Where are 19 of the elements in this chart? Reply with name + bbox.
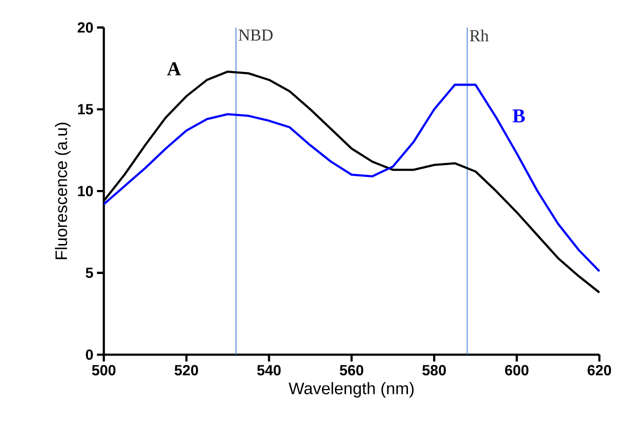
y-tick-label: 15 (78, 104, 94, 114)
x-tick-label: 540 (257, 364, 281, 376)
annotation: A (167, 62, 181, 76)
y-tick-label: 5 (86, 268, 94, 278)
x-tick-label: 500 (92, 364, 116, 376)
ref-line-label: NBD (238, 30, 273, 41)
annotation: B (512, 109, 525, 122)
line-series (102, 84, 600, 272)
y-tick-label: 0 (86, 349, 93, 360)
x-tick-label: 600 (505, 364, 528, 376)
y-tick-label: 20 (78, 22, 93, 33)
y-axis-title: Fluorescence (a.u) (54, 122, 70, 260)
ref-line-label: Rh (470, 30, 489, 42)
x-tick-label: 620 (588, 364, 612, 376)
x-tick-label: 560 (340, 364, 364, 376)
x-tick-label: 520 (174, 364, 198, 376)
x-axis-title: Wavelength (nm) (288, 382, 414, 398)
x-tick-label: 580 (422, 364, 446, 376)
y-tick-label: 10 (78, 186, 93, 196)
